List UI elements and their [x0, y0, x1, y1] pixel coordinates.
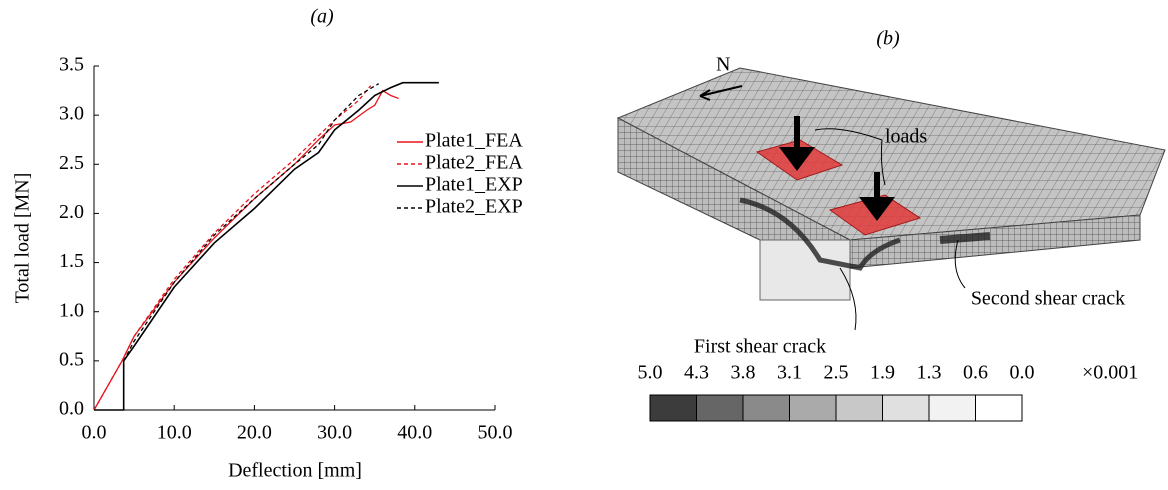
colorbar-cell [836, 395, 883, 421]
colorbar-label: 1.3 [917, 362, 942, 384]
colorbar-cell [929, 395, 976, 421]
colorbar-cell [650, 395, 697, 421]
loads-label: loads [885, 126, 927, 148]
colorbar-label: 4.3 [684, 362, 709, 384]
y-tick-label: 3.5 [59, 54, 84, 76]
legend-label: Plate2_EXP [425, 196, 523, 218]
x-tick-label: 40.0 [397, 422, 432, 444]
colorbar-label: 2.5 [824, 362, 849, 384]
colorbar-cell [976, 395, 1023, 421]
y-tick-label: 3.0 [59, 103, 84, 125]
y-axis-label: Total load [MN] [12, 173, 34, 304]
chart-title: (a) [310, 6, 334, 28]
y-tick-label: 2.5 [59, 152, 84, 174]
slab-cut [760, 240, 850, 300]
panel-title: (b) [876, 28, 900, 50]
x-tick-label: 50.0 [478, 422, 513, 444]
colorbar-unit: ×0.001 [1082, 362, 1138, 384]
north-label: N [716, 54, 730, 76]
x-axis-label: Deflection [mm] [228, 460, 362, 482]
colorbar-label: 3.1 [777, 362, 802, 384]
y-tick-label: 1.0 [59, 299, 84, 321]
colorbar-cell [697, 395, 744, 421]
colorbar-cell [883, 395, 930, 421]
x-tick-label: 20.0 [237, 422, 272, 444]
series-line [94, 86, 371, 410]
colorbar-label: 1.9 [870, 362, 895, 384]
colorbar-cell [743, 395, 790, 421]
series-line [94, 91, 399, 410]
panel-a: (a) Deflection [mm] Total load [MN] 0.0 1… [12, 6, 524, 482]
y-tick-label: 0.5 [59, 348, 84, 370]
series-line [94, 83, 439, 410]
legend-label: Plate1_EXP [425, 174, 523, 196]
x-tick-label: 0.0 [82, 422, 107, 444]
colorbar-cell [790, 395, 837, 421]
x-tick-label: 30.0 [317, 422, 352, 444]
y-tick-label: 1.5 [59, 250, 84, 272]
crack-label: Second shear crack [971, 288, 1125, 310]
y-tick-label: 2.0 [59, 201, 84, 223]
y-tick-label: 0.0 [59, 398, 84, 420]
legend-label: Plate1_FEA [425, 130, 523, 152]
colorbar-label: 0.6 [963, 362, 988, 384]
panel-b: (b) N loads First shear crack Second she… [618, 28, 1165, 421]
legend-label: Plate2_FEA [425, 152, 523, 174]
crack-zone [940, 236, 990, 240]
colorbar-label: 0.0 [1010, 362, 1035, 384]
colorbar-label: 3.8 [731, 362, 756, 384]
crack-label: First shear crack [694, 336, 826, 358]
figure: (a) Deflection [mm] Total load [MN] 0.0 1… [0, 0, 1168, 490]
x-tick-label: 10.0 [157, 422, 192, 444]
colorbar-label: 5.0 [638, 362, 663, 384]
series-line [124, 84, 379, 410]
